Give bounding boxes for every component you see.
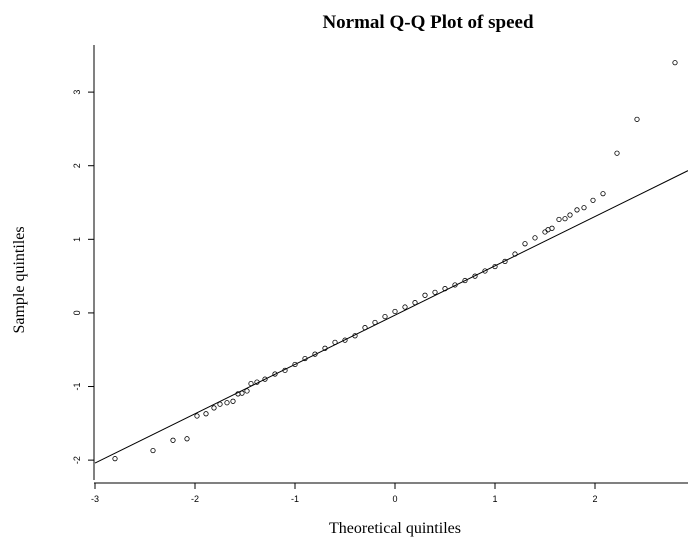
point (567, 212, 573, 218)
point (522, 241, 528, 247)
point (590, 197, 596, 203)
chart-title: Normal Q-Q Plot of speed (322, 12, 534, 33)
y-tick-label: -1 (72, 383, 82, 391)
point (432, 289, 438, 295)
point (482, 268, 488, 274)
point (194, 413, 200, 419)
point (600, 191, 606, 197)
point (372, 319, 378, 326)
point (239, 390, 245, 396)
point (184, 436, 190, 442)
point (224, 400, 230, 406)
point (562, 216, 568, 222)
point (170, 437, 176, 443)
point (292, 361, 298, 368)
point (342, 337, 348, 343)
point (352, 333, 358, 339)
point (211, 405, 217, 411)
point (302, 355, 308, 362)
point (556, 216, 562, 223)
point (574, 207, 580, 213)
y-tick-label: 3 (72, 90, 82, 95)
y-axis-label: Sample quintiles (11, 226, 28, 333)
point (614, 150, 620, 156)
y-tick-label: 2 (72, 163, 82, 168)
point (392, 308, 398, 315)
point (362, 325, 368, 331)
point (512, 251, 518, 257)
point (150, 447, 156, 454)
point (462, 277, 468, 284)
point (272, 371, 278, 377)
point (112, 456, 118, 462)
x-tick-label: -3 (91, 494, 99, 504)
point (549, 225, 555, 231)
point (262, 376, 268, 382)
point (492, 263, 498, 270)
x-tick-label: 0 (392, 494, 397, 504)
point (322, 345, 328, 351)
point (282, 367, 288, 373)
point (532, 235, 538, 241)
point (472, 273, 478, 279)
point (452, 282, 458, 288)
y-tick-label: 0 (72, 310, 82, 315)
x-tick-label: 2 (592, 494, 597, 504)
point (203, 411, 209, 417)
point (248, 380, 254, 387)
x-tick-label: -2 (191, 494, 199, 504)
x-tick-label: -1 (291, 494, 299, 504)
point (672, 60, 678, 66)
y-tick-label: -2 (72, 456, 82, 464)
x-axis-label: Theoretical quintiles (329, 520, 461, 537)
point (542, 229, 548, 235)
point (312, 351, 318, 357)
point (230, 398, 236, 404)
point (502, 258, 508, 264)
point (402, 304, 408, 310)
x-tick-label: 1 (492, 494, 497, 504)
point (412, 300, 418, 306)
point (442, 286, 448, 292)
point (244, 388, 250, 394)
point (254, 379, 260, 385)
point (332, 339, 338, 345)
point (422, 292, 428, 298)
point (581, 205, 587, 211)
point (382, 313, 388, 320)
reference-line (94, 170, 688, 464)
point (634, 116, 640, 122)
y-tick-label: 1 (72, 237, 82, 242)
point (217, 401, 223, 407)
